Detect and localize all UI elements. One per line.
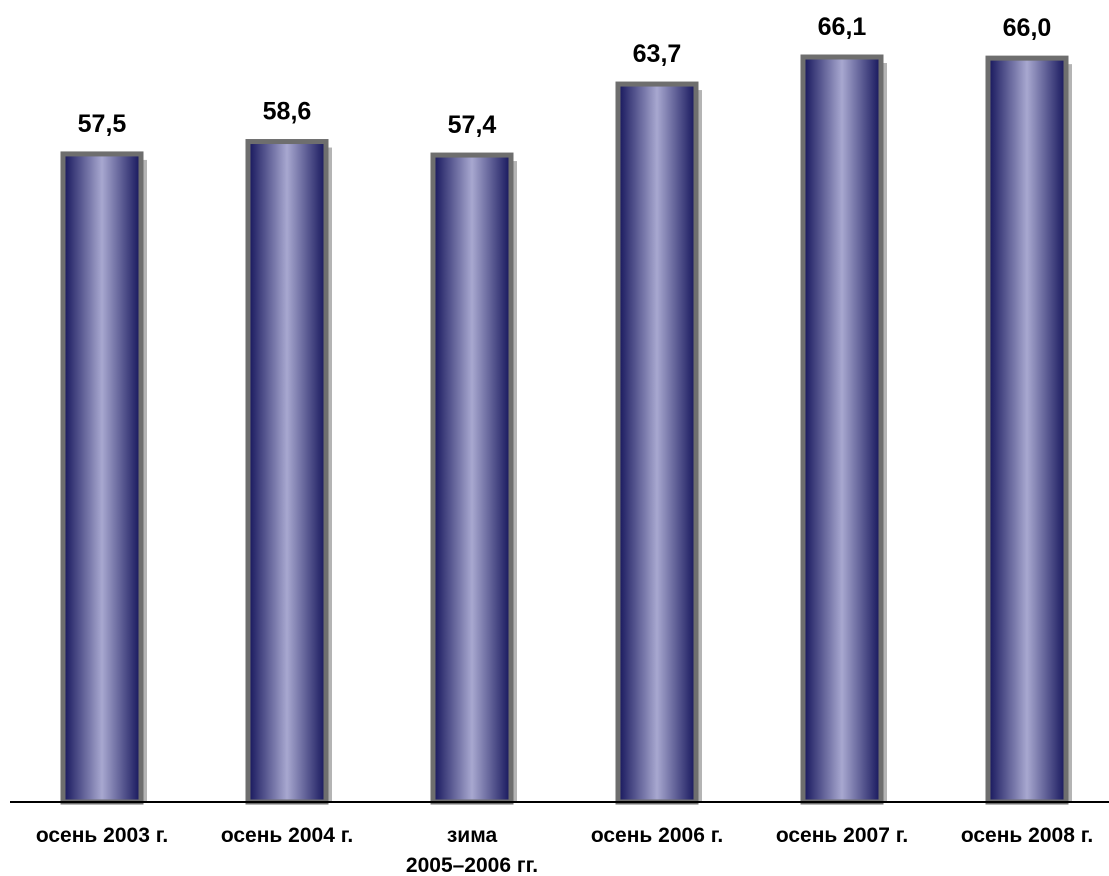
category-label: осень 2006 г. xyxy=(591,824,723,847)
bar xyxy=(615,81,699,805)
value-label: 63,7 xyxy=(633,40,682,68)
bar xyxy=(985,55,1069,805)
value-label: 57,5 xyxy=(78,110,127,138)
category-label: зима xyxy=(447,824,498,847)
bar xyxy=(245,139,329,805)
category-label: 2005–2006 гг. xyxy=(406,854,538,876)
value-label: 66,1 xyxy=(818,13,867,41)
bar xyxy=(800,54,884,805)
bars-group xyxy=(60,54,1072,805)
value-label: 57,4 xyxy=(448,111,497,139)
value-label: 66,0 xyxy=(1003,14,1052,42)
category-label: осень 2003 г. xyxy=(36,824,168,847)
labels-group: 57,5 осень 2003 г. 58,6 осень 2004 г. 57,4 зи… xyxy=(36,13,1093,876)
category-label: осень 2007 г. xyxy=(776,824,908,847)
value-label: 58,6 xyxy=(263,98,312,126)
bar xyxy=(60,151,144,805)
category-label: осень 2004 г. xyxy=(221,824,353,847)
bar xyxy=(430,152,514,805)
category-label: осень 2008 г. xyxy=(961,824,1093,847)
